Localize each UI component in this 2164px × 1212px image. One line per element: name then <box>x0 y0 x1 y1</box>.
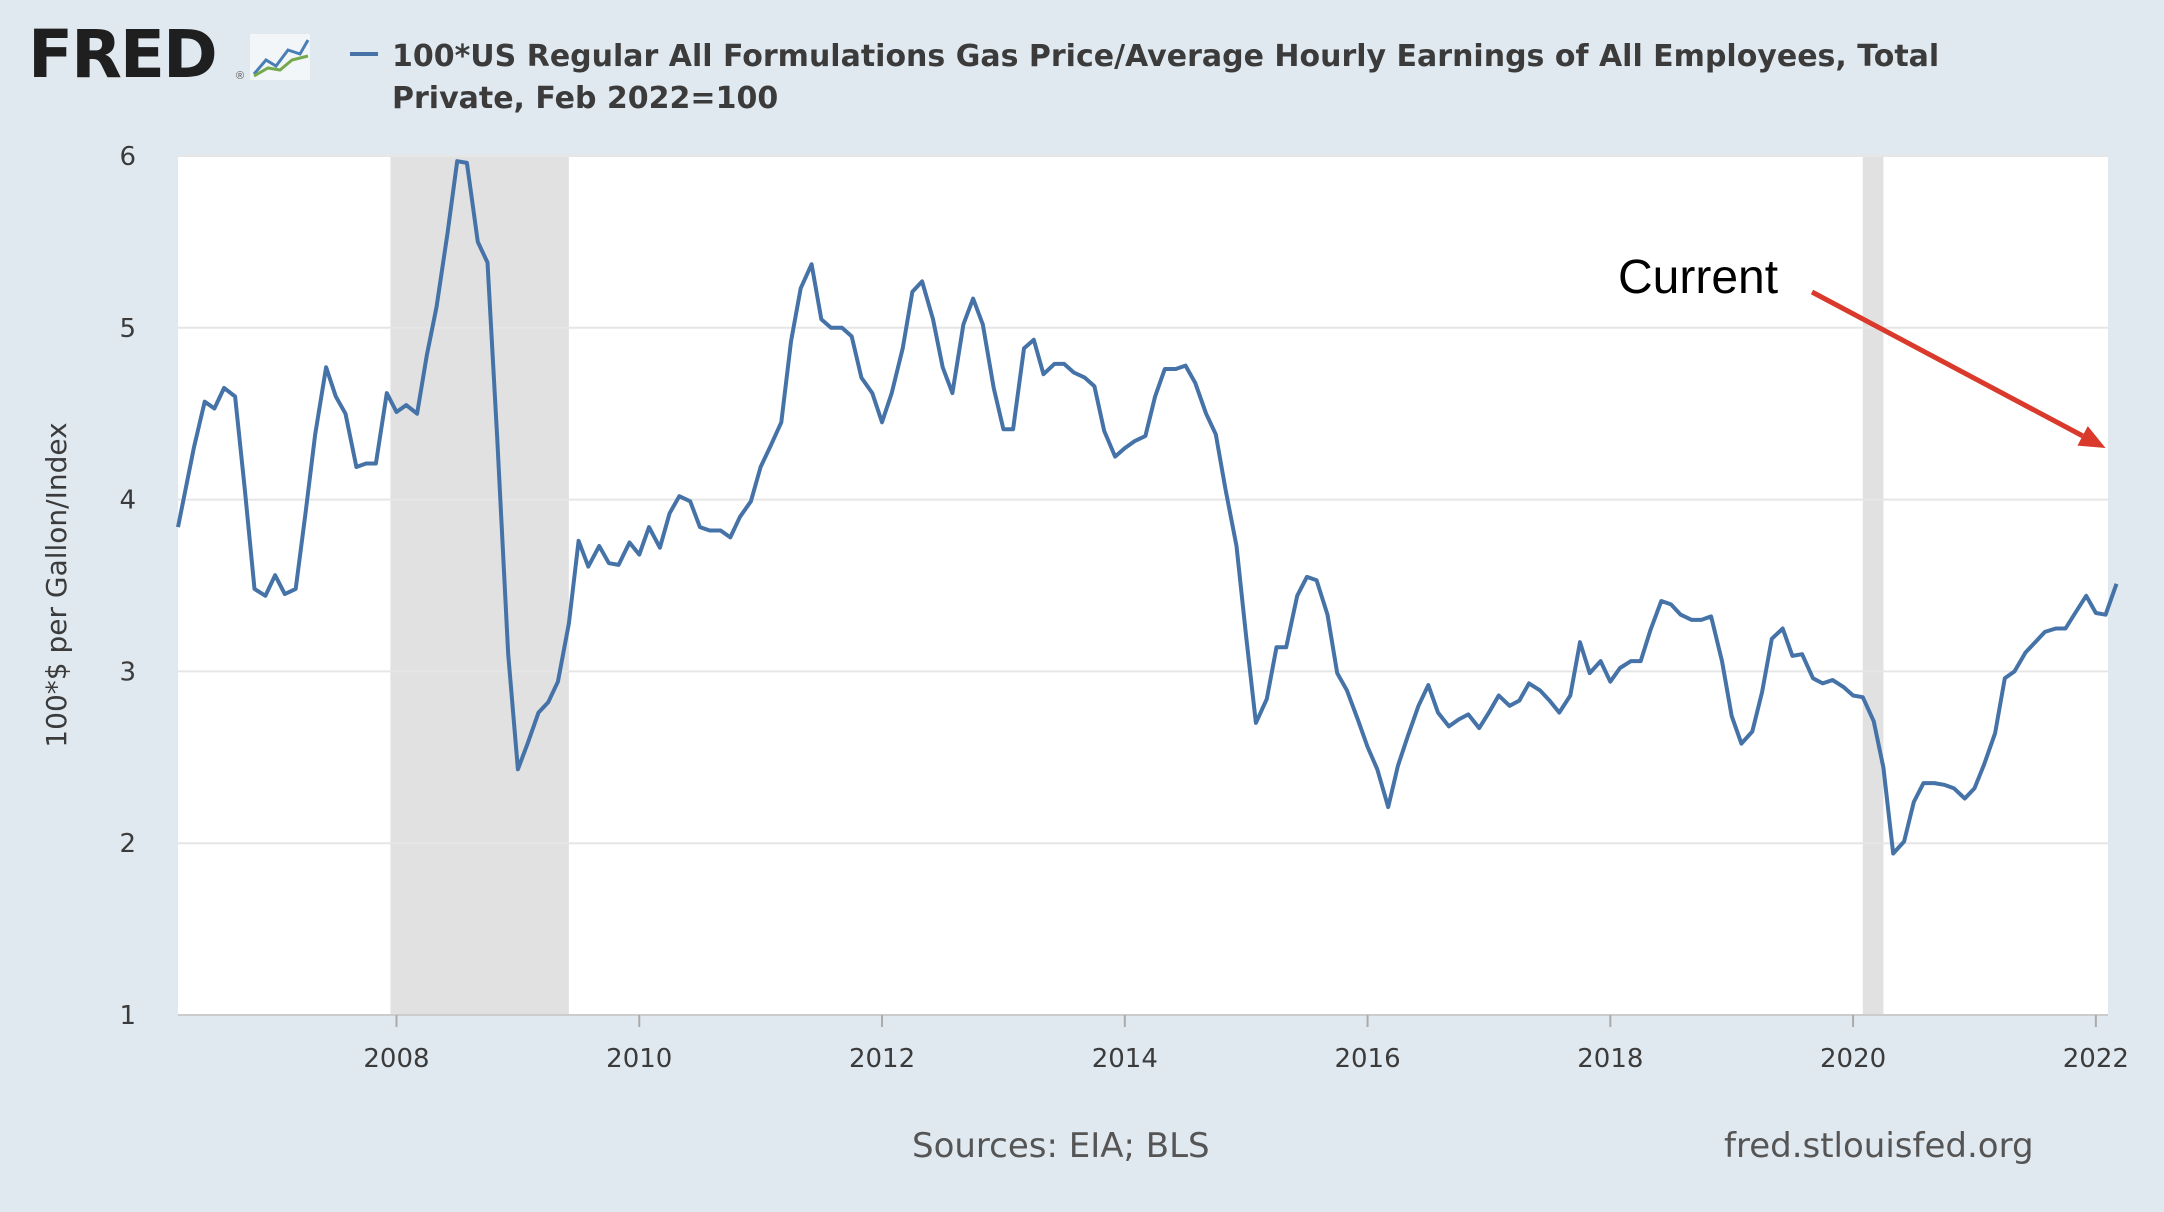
x-axis-ticks: 2008 2010 2012 2014 2016 2018 2020 2022 <box>363 1015 2129 1074</box>
y-tick-label: 1 <box>119 1001 136 1031</box>
x-tick-label: 2008 <box>363 1044 429 1074</box>
series-line <box>176 159 2119 856</box>
y-tick-label: 6 <box>119 142 136 172</box>
current-annotation: Current <box>1618 251 1779 304</box>
y-tick-label: 4 <box>119 486 136 516</box>
sources-note: Sources: EIA; BLS <box>912 1126 1210 1166</box>
fred-site-link[interactable]: fred.stlouisfed.org <box>1724 1126 2034 1166</box>
gridlines <box>178 155 2108 1016</box>
arrow-head <box>2077 426 2106 449</box>
recession-bands <box>390 156 1884 1015</box>
registered-mark: ® <box>236 70 245 82</box>
y-tick-label: 2 <box>119 829 136 859</box>
annotation-arrow <box>1810 289 2106 449</box>
x-tick-label: 2020 <box>1820 1044 1886 1074</box>
chart-header: FRED ® 100*US Regular All Formulations G… <box>0 0 2164 140</box>
x-tick-label: 2012 <box>849 1044 915 1074</box>
x-tick-label: 2014 <box>1092 1044 1158 1074</box>
recession-band <box>390 156 569 1015</box>
arrow-shaft <box>1810 289 2084 439</box>
x-tick-label: 2018 <box>1577 1044 1643 1074</box>
legend-series-title: 100*US Regular All Formulations Gas Pric… <box>392 39 1940 116</box>
recession-band <box>1862 156 1884 1015</box>
line-chart-icon <box>250 34 310 80</box>
x-tick-label: 2010 <box>606 1044 672 1074</box>
y-tick-label: 3 <box>119 657 136 687</box>
y-tick-label: 5 <box>119 314 136 344</box>
y-axis-label: 100*$ per Gallon/Index <box>40 422 73 747</box>
x-tick-label: 2016 <box>1334 1044 1400 1074</box>
legend-line-swatch <box>350 52 378 56</box>
x-tick-label: 2022 <box>2063 1044 2129 1074</box>
fred-logo[interactable]: FRED <box>28 16 218 93</box>
series-layer <box>176 159 2119 856</box>
y-axis-ticks: 1 2 3 4 5 6 <box>119 142 136 1031</box>
